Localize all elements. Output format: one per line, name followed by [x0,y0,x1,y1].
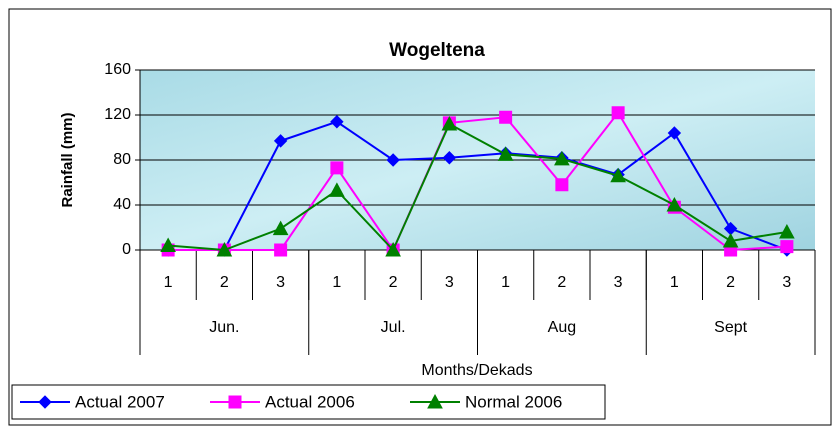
legend-marker [229,396,241,408]
y-axis-label: Rainfall (mm) [59,112,76,207]
group-label: Jul. [381,319,406,336]
x-tick-label: 2 [726,274,735,291]
group-label: Sept [714,319,747,336]
data-point [781,241,793,253]
x-tick-label: 3 [276,274,285,291]
x-tick-label: 2 [557,274,566,291]
x-tick-label: 1 [332,274,341,291]
y-tick-label: 120 [104,106,131,123]
x-tick-label: 3 [614,274,623,291]
group-label: Aug [548,319,576,336]
data-point [500,111,512,123]
data-point [612,107,624,119]
group-label: Jun. [209,319,239,336]
x-tick-label: 1 [501,274,510,291]
x-tick-label: 2 [389,274,398,291]
y-tick-label: 80 [113,151,131,168]
data-point [556,179,568,191]
legend-label: Actual 2006 [265,392,355,411]
x-tick-label: 1 [670,274,679,291]
x-tick-label: 3 [782,274,791,291]
y-tick-label: 40 [113,196,131,213]
legend-label: Actual 2007 [75,392,165,411]
legend-label: Normal 2006 [465,392,562,411]
y-tick-label: 0 [122,241,131,258]
x-axis-label: Months/Dekads [421,362,532,379]
data-point [331,162,343,174]
chart-title: Wogeltena [389,40,485,61]
y-tick-label: 160 [104,61,131,78]
x-tick-label: 1 [164,274,173,291]
x-tick-label: 3 [445,274,454,291]
data-point [275,244,287,256]
x-tick-label: 2 [220,274,229,291]
chart: Wogeltena Rainfall (mm) Months/Dekads 0 4… [0,0,840,434]
